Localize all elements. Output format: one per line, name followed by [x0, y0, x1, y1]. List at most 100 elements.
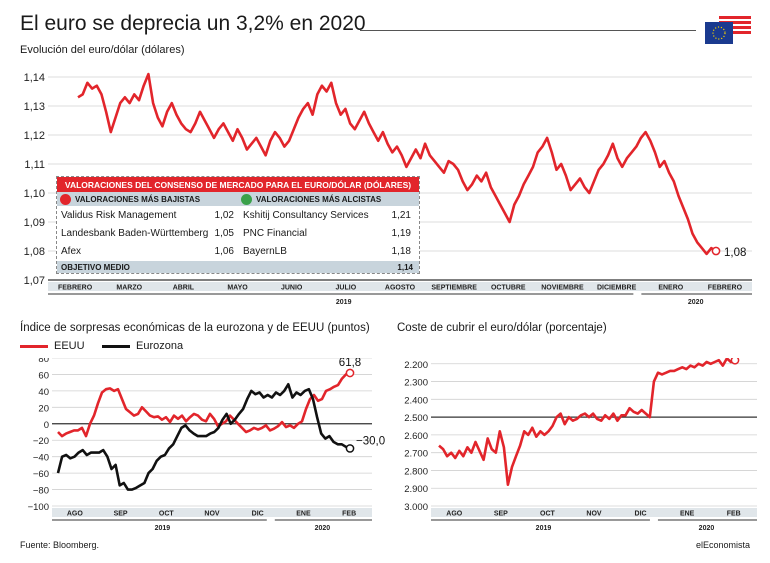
y-tick-label: 2.400: [404, 395, 428, 406]
end-value-label: 61,8: [339, 358, 361, 369]
eu-flag-icon: [705, 22, 733, 44]
y-tick-label: 1,07: [24, 275, 45, 287]
chart1-subtitle: Evolución del euro/dólar (dólares): [20, 44, 185, 56]
year-label: 2020: [699, 525, 715, 532]
year-label: 2019: [336, 299, 352, 306]
y-tick-label: −60: [33, 469, 49, 480]
end-point-marker: [345, 368, 355, 378]
year-label: 2019: [536, 525, 552, 532]
y-tick-label: 1,13: [24, 101, 45, 113]
y-tick-label: 1,12: [24, 130, 45, 142]
x-tick-label: JULIO: [336, 285, 357, 292]
surprise-index-chart: 80 60 40 20 0 −20 −40 −60 −80 −100 AGO SEP OCT NOV DIC…: [28, 358, 385, 532]
end-value-label: 1,08: [724, 247, 746, 259]
legend-eurozona: Eurozona: [102, 340, 183, 352]
series-line-eeuu: [57, 371, 351, 438]
x-tick-label: ABRIL: [173, 285, 195, 292]
y-tick-label: 2.500: [404, 413, 428, 424]
y-tick-label: 0: [44, 420, 49, 431]
legend-swatch-eurozona: [102, 344, 130, 348]
bearish-header: VALORACIONES MÁS BAJISTAS: [57, 192, 238, 206]
x-tick-label: AGO: [67, 511, 84, 518]
y-tick-label: 2.600: [404, 431, 428, 442]
bearish-row: Landesbank Baden-Württemberg 1,05: [61, 227, 234, 239]
target-label: OBJETIVO MEDIO: [61, 262, 130, 272]
x-tick-label: AGOSTO: [385, 285, 416, 292]
year-label: 2020: [688, 299, 704, 306]
bullish-row: Kshitij Consultancy Services 1,21: [243, 209, 411, 221]
y-tick-label: 80: [38, 358, 49, 365]
y-tick-label: 20: [38, 403, 49, 414]
series-line-eurozona: [56, 382, 351, 491]
legend-swatch-eeuu: [20, 344, 48, 348]
x-tick-label: ENE: [680, 511, 695, 518]
x-tick-label: MARZO: [116, 285, 142, 292]
consensus-header: VALORACIONES DEL CONSENSO DE MERCADO PAR…: [57, 177, 419, 192]
source-note: Fuente: Bloomberg.: [20, 540, 100, 550]
chart3-title: Coste de cubrir el euro/dólar (porcentaj…: [397, 322, 607, 334]
eurusd-chart: 1,14 1,13 1,12 1,11 1,10 1,09 1,08 1,07 FEBRERO M…: [24, 72, 752, 306]
bearish-row: Validus Risk Management 1,02: [61, 209, 234, 221]
brand-credit: elEconomista: [695, 540, 750, 550]
legend-label-eeuu: EEUU: [54, 340, 85, 352]
x-tick-label: OCT: [540, 511, 556, 518]
y-tick-label: 60: [38, 370, 49, 381]
title-rule: [360, 30, 696, 31]
x-tick-label: SEPTIEMBRE: [431, 285, 477, 292]
x-tick-label: DIC: [252, 511, 264, 518]
series-line-main: [438, 358, 736, 486]
y-tick-label: 2.700: [404, 449, 428, 460]
y-tick-label: 1,11: [24, 159, 45, 171]
bullish-label: VALORACIONES MÁS ALCISTAS: [256, 194, 382, 204]
y-tick-label: −40: [33, 453, 49, 464]
x-axis-band: [431, 508, 757, 517]
y-tick-label: 40: [38, 387, 49, 398]
bullish-row: PNC Financial 1,19: [243, 227, 411, 239]
y-tick-label: 1,08: [24, 246, 45, 258]
end-point-marker: [730, 358, 740, 365]
x-tick-label: FEB: [727, 511, 741, 518]
y-tick-label: 2.800: [404, 466, 428, 477]
x-tick-label: FEBRERO: [708, 285, 743, 292]
x-tick-label: ENERO: [658, 285, 683, 292]
x-tick-label: DIC: [635, 511, 647, 518]
bullish-row: BayernLB 1,18: [243, 245, 411, 257]
x-tick-label: OCT: [159, 511, 175, 518]
consensus-table: VALORACIONES DEL CONSENSO DE MERCADO PAR…: [56, 176, 420, 274]
x-tick-label: JUNIO: [281, 285, 303, 292]
y-tick-label: 3.000: [404, 502, 428, 513]
x-tick-label: FEBRERO: [58, 285, 93, 292]
bearish-row: Afex 1,06: [61, 245, 234, 257]
x-tick-label: DICIEMBRE: [597, 285, 637, 292]
target-row: OBJETIVO MEDIO 1,14: [57, 261, 419, 273]
legend-label-eurozona: Eurozona: [136, 340, 184, 352]
y-tick-label: 2.200: [404, 360, 428, 371]
thumb-down-icon: [60, 193, 71, 205]
end-point-marker: [711, 246, 721, 256]
chart2-title: Índice de sorpresas económicas de la eur…: [20, 322, 370, 334]
flags-logo: [705, 16, 751, 44]
x-axis-band: [52, 508, 372, 517]
y-tick-label: −20: [33, 436, 49, 447]
x-axis-band: [48, 282, 752, 291]
year-label: 2019: [155, 525, 171, 532]
x-tick-label: AGO: [446, 511, 463, 518]
bearish-label: VALORACIONES MÁS BAJISTAS: [75, 194, 201, 204]
target-value: 1,14: [397, 262, 413, 272]
x-tick-label: FEB: [342, 511, 356, 518]
y-tick-label: 1,14: [24, 72, 45, 84]
x-tick-label: OCTUBRE: [491, 285, 526, 292]
x-tick-label: NOVIEMBRE: [541, 285, 584, 292]
y-tick-label: 1,09: [24, 217, 45, 229]
hedging-cost-chart: 2.1002.2002.3002.4002.5002.6002.7002.800…: [404, 358, 757, 532]
x-tick-label: NOV: [204, 511, 220, 518]
series-line-main: [77, 72, 717, 256]
x-tick-label: SEP: [114, 511, 128, 518]
page-title: El euro se deprecia un 3,2% en 2020: [20, 12, 366, 35]
x-tick-label: ENE: [296, 511, 311, 518]
thumb-up-icon: [241, 193, 252, 205]
y-tick-label: 2.900: [404, 484, 428, 495]
bullish-header: VALORACIONES MÁS ALCISTAS: [238, 192, 419, 206]
year-label: 2020: [315, 525, 331, 532]
x-tick-label: NOV: [586, 511, 602, 518]
